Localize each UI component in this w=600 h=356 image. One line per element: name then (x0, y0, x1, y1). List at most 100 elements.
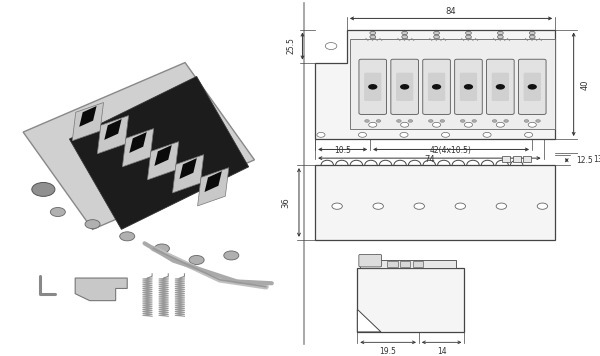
Circle shape (464, 122, 473, 127)
Polygon shape (75, 278, 127, 300)
Text: 14: 14 (437, 347, 446, 356)
Circle shape (408, 120, 413, 122)
Circle shape (368, 84, 377, 90)
FancyBboxPatch shape (364, 73, 382, 101)
Circle shape (120, 232, 135, 241)
Circle shape (370, 35, 376, 38)
FancyBboxPatch shape (487, 59, 514, 114)
FancyBboxPatch shape (396, 73, 413, 101)
Circle shape (466, 35, 472, 38)
Circle shape (455, 203, 466, 209)
Circle shape (434, 31, 439, 35)
Circle shape (32, 183, 55, 197)
Text: 36: 36 (282, 197, 291, 208)
Bar (359, 260, 456, 268)
Bar (350, 39, 555, 129)
Circle shape (400, 84, 409, 90)
FancyBboxPatch shape (359, 255, 382, 267)
Polygon shape (72, 103, 104, 141)
Circle shape (370, 31, 376, 35)
Polygon shape (130, 132, 146, 153)
Circle shape (325, 43, 337, 49)
Circle shape (85, 220, 100, 229)
FancyBboxPatch shape (423, 59, 451, 114)
Circle shape (529, 31, 535, 35)
Circle shape (496, 122, 505, 127)
Circle shape (402, 35, 407, 38)
Circle shape (432, 84, 441, 90)
Circle shape (189, 256, 204, 265)
Circle shape (442, 132, 449, 137)
Circle shape (524, 132, 533, 137)
Circle shape (402, 31, 407, 35)
Circle shape (497, 31, 503, 35)
Bar (523, 156, 531, 162)
Circle shape (365, 120, 369, 122)
Circle shape (224, 251, 239, 260)
Polygon shape (173, 155, 204, 193)
Circle shape (504, 120, 508, 122)
Circle shape (414, 203, 424, 209)
Circle shape (397, 120, 401, 122)
FancyBboxPatch shape (359, 59, 386, 114)
Circle shape (472, 120, 476, 122)
Circle shape (400, 132, 408, 137)
Circle shape (332, 203, 343, 209)
FancyBboxPatch shape (460, 73, 477, 101)
Circle shape (464, 84, 473, 90)
Text: 42(4x10.5): 42(4x10.5) (430, 146, 472, 155)
FancyBboxPatch shape (455, 59, 482, 114)
Circle shape (401, 122, 409, 127)
Circle shape (492, 120, 497, 122)
Bar (315, 165, 555, 240)
Polygon shape (179, 158, 197, 179)
Polygon shape (79, 106, 97, 127)
FancyBboxPatch shape (428, 73, 445, 101)
Bar (358, 268, 464, 332)
FancyBboxPatch shape (492, 73, 509, 101)
Circle shape (373, 203, 383, 209)
Polygon shape (315, 30, 555, 139)
Circle shape (428, 120, 433, 122)
Polygon shape (104, 119, 122, 140)
Text: 13: 13 (593, 155, 600, 164)
Bar (388, 261, 398, 267)
Circle shape (527, 84, 537, 90)
Polygon shape (154, 145, 172, 166)
Circle shape (50, 208, 65, 216)
Circle shape (433, 122, 440, 127)
Polygon shape (122, 129, 154, 167)
Circle shape (440, 120, 445, 122)
Polygon shape (97, 116, 128, 154)
Circle shape (466, 31, 472, 35)
Circle shape (536, 120, 541, 122)
Bar (513, 156, 521, 162)
Text: 19.5: 19.5 (380, 347, 397, 356)
Text: 84: 84 (446, 7, 457, 16)
Circle shape (317, 132, 325, 137)
Text: 74: 74 (424, 155, 434, 164)
Text: 40: 40 (581, 79, 590, 89)
Text: 25.5: 25.5 (286, 38, 295, 54)
Circle shape (524, 120, 529, 122)
Polygon shape (205, 171, 222, 192)
Polygon shape (358, 309, 381, 332)
Bar (502, 156, 511, 162)
Circle shape (434, 35, 439, 38)
Circle shape (496, 203, 506, 209)
Circle shape (529, 35, 535, 38)
FancyBboxPatch shape (524, 73, 541, 101)
Circle shape (537, 203, 548, 209)
Circle shape (460, 120, 465, 122)
Circle shape (528, 122, 536, 127)
Circle shape (154, 244, 169, 253)
Circle shape (376, 120, 381, 122)
FancyBboxPatch shape (391, 59, 418, 114)
Text: 10.5: 10.5 (334, 146, 351, 155)
Circle shape (496, 84, 505, 90)
Polygon shape (23, 63, 254, 229)
FancyBboxPatch shape (518, 59, 546, 114)
Polygon shape (70, 77, 248, 229)
Bar (413, 261, 423, 267)
Circle shape (497, 35, 503, 38)
